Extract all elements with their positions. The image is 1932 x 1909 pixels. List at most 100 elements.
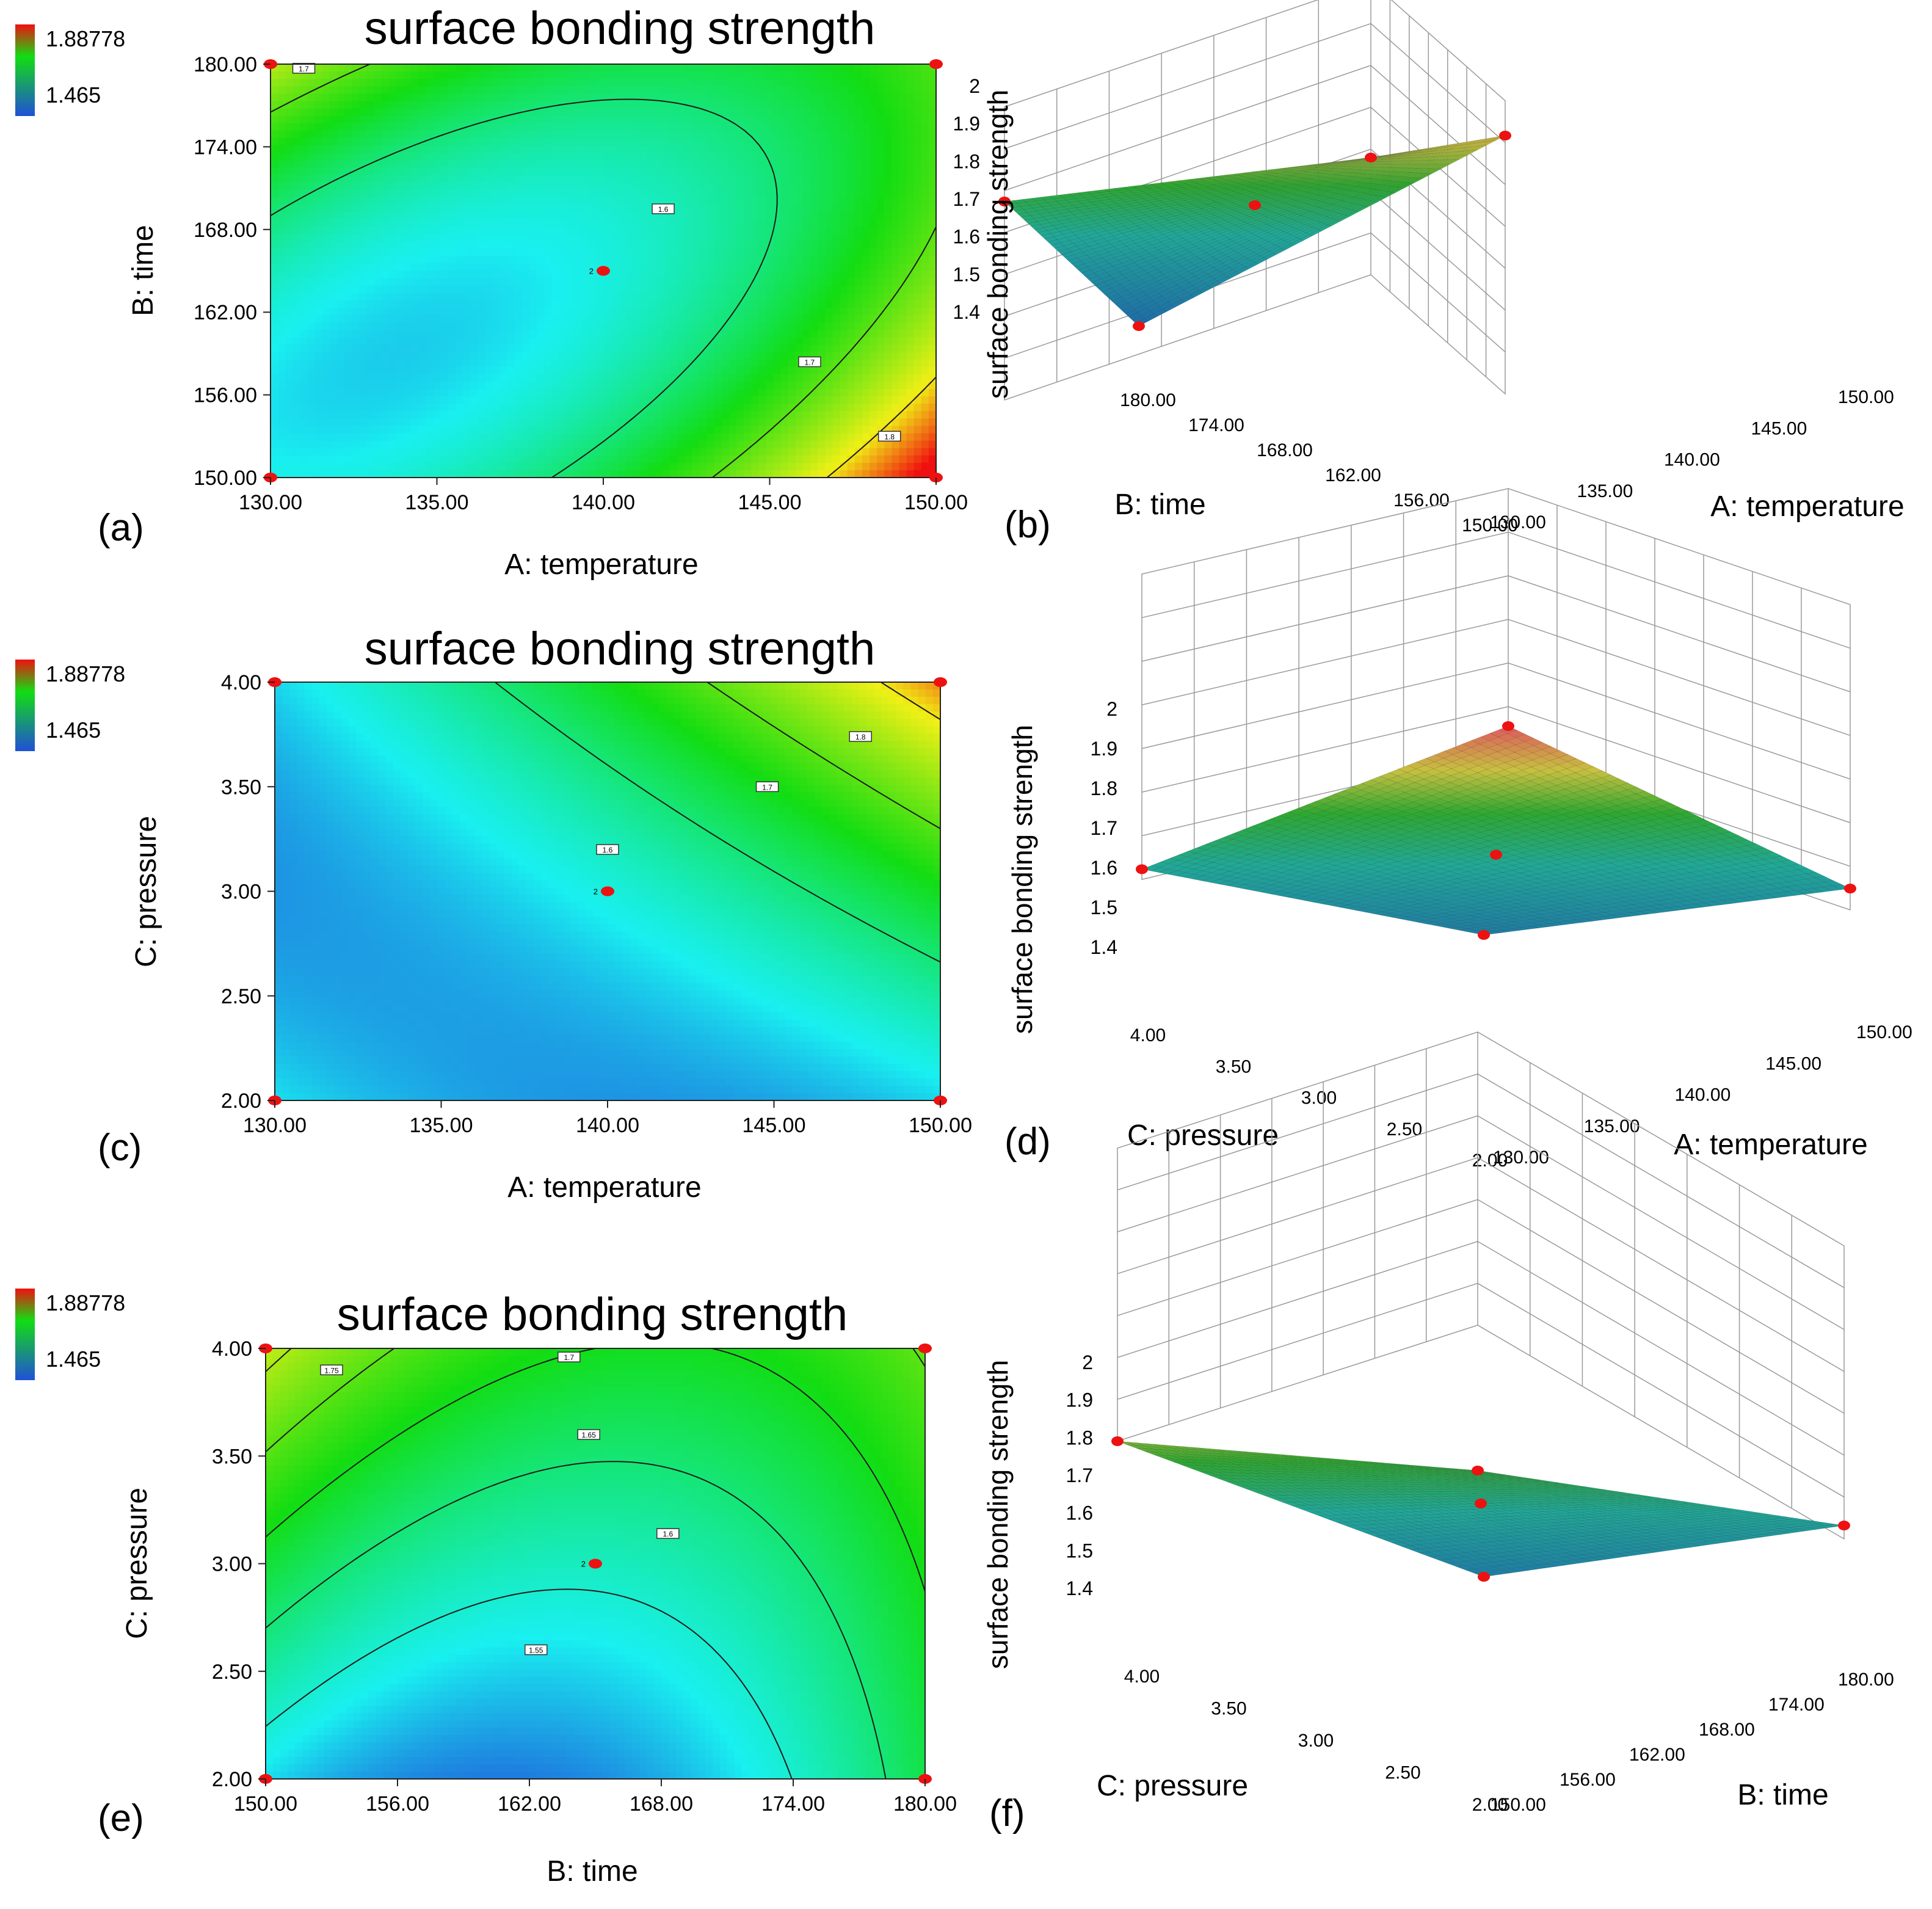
contour-cell bbox=[647, 455, 656, 464]
contour-cell bbox=[721, 374, 730, 382]
contour-cell bbox=[854, 226, 863, 235]
contour-cell bbox=[581, 418, 589, 427]
contour-cell bbox=[877, 153, 885, 161]
contour-cell bbox=[862, 374, 870, 382]
contour-cell bbox=[292, 315, 301, 323]
contour-cell bbox=[884, 197, 893, 205]
contour-cell bbox=[359, 93, 368, 102]
contour-cell bbox=[803, 234, 811, 242]
contour-cell bbox=[329, 115, 338, 124]
contour-cell bbox=[625, 108, 634, 117]
contour-cell bbox=[307, 219, 316, 227]
contour-cell bbox=[877, 145, 885, 153]
contour-cell bbox=[404, 337, 412, 346]
contour-cell bbox=[692, 455, 700, 464]
contour-cell bbox=[521, 271, 530, 279]
contour-cell bbox=[736, 462, 744, 471]
contour-cell bbox=[788, 256, 796, 264]
contour-cell bbox=[507, 93, 515, 102]
contour-cell bbox=[492, 285, 501, 294]
contour-cell bbox=[322, 300, 330, 308]
contour-cell bbox=[307, 462, 316, 471]
contour-cell bbox=[404, 226, 412, 235]
contour-cell bbox=[780, 278, 789, 286]
contour-cell bbox=[647, 440, 656, 449]
contour-cell bbox=[566, 278, 575, 286]
contour-cell bbox=[448, 204, 456, 213]
contour-cell bbox=[685, 241, 693, 250]
contour-cell bbox=[551, 278, 560, 286]
contour-cell bbox=[588, 160, 597, 169]
contour-cell bbox=[803, 93, 811, 102]
contour-cell bbox=[884, 204, 893, 213]
contour-cell bbox=[595, 396, 604, 404]
contour-cell bbox=[818, 204, 826, 213]
contour-cell bbox=[470, 79, 478, 87]
contour-cell bbox=[566, 455, 575, 464]
contour-cell bbox=[278, 293, 286, 301]
contour-cell bbox=[566, 322, 575, 331]
contour-cell bbox=[721, 204, 730, 213]
contour-cell bbox=[870, 249, 877, 257]
contour-cell bbox=[426, 381, 434, 390]
contour-cell bbox=[529, 388, 537, 397]
contour-cell bbox=[780, 256, 789, 264]
contour-cell bbox=[714, 455, 722, 464]
contour-cell bbox=[566, 388, 575, 397]
contour-cell bbox=[832, 411, 841, 420]
contour-cell bbox=[314, 433, 323, 442]
contour-cell bbox=[825, 101, 833, 109]
contour-cell bbox=[551, 388, 560, 397]
contour-cell bbox=[470, 470, 478, 478]
contour-cell bbox=[714, 300, 722, 308]
contour-cell bbox=[478, 322, 486, 331]
contour-cell bbox=[892, 123, 900, 131]
contour-cell bbox=[462, 175, 471, 183]
contour-cell bbox=[832, 337, 841, 346]
contour-cell bbox=[462, 153, 471, 161]
contour-cell bbox=[507, 300, 515, 308]
contour-cell bbox=[870, 211, 877, 220]
contour-cell bbox=[366, 462, 375, 471]
contour-cell bbox=[780, 130, 789, 139]
contour-cell bbox=[344, 211, 353, 220]
contour-cell bbox=[485, 211, 493, 220]
contour-cell bbox=[706, 462, 715, 471]
contour-cell bbox=[780, 455, 789, 464]
contour-cell bbox=[507, 359, 515, 368]
contour-cell bbox=[388, 175, 397, 183]
contour-cell bbox=[847, 418, 855, 427]
contour-cell bbox=[773, 330, 782, 338]
contour-cell bbox=[374, 440, 382, 449]
contour-cell bbox=[647, 182, 656, 191]
contour-cell bbox=[559, 263, 567, 272]
contour-cell bbox=[521, 64, 530, 72]
contour-cell bbox=[625, 71, 634, 79]
contour-cell bbox=[847, 241, 855, 250]
contour-cell bbox=[455, 130, 463, 139]
contour-cell bbox=[744, 241, 752, 250]
contour-cell bbox=[329, 211, 338, 220]
contour-cell bbox=[884, 115, 893, 124]
contour-cell bbox=[573, 145, 582, 153]
contour-cell bbox=[603, 86, 611, 95]
contour-cell bbox=[818, 123, 826, 131]
contour-cell bbox=[411, 271, 419, 279]
contour-cell bbox=[307, 137, 316, 146]
contour-cell bbox=[685, 153, 693, 161]
contour-cell bbox=[388, 411, 397, 420]
contour-cell bbox=[418, 219, 427, 227]
contour-cell bbox=[899, 86, 907, 95]
contour-cell bbox=[455, 189, 463, 198]
contour-cell bbox=[374, 381, 382, 390]
contour-cell bbox=[352, 440, 360, 449]
contour-cell bbox=[825, 219, 833, 227]
contour-cell bbox=[478, 93, 486, 102]
contour-cell bbox=[780, 197, 789, 205]
contour-cell bbox=[366, 108, 375, 117]
contour-cell bbox=[329, 344, 338, 353]
contour-cell bbox=[766, 204, 774, 213]
contour-cell bbox=[892, 418, 900, 427]
contour-cell bbox=[773, 388, 782, 397]
contour-cell bbox=[521, 344, 530, 353]
